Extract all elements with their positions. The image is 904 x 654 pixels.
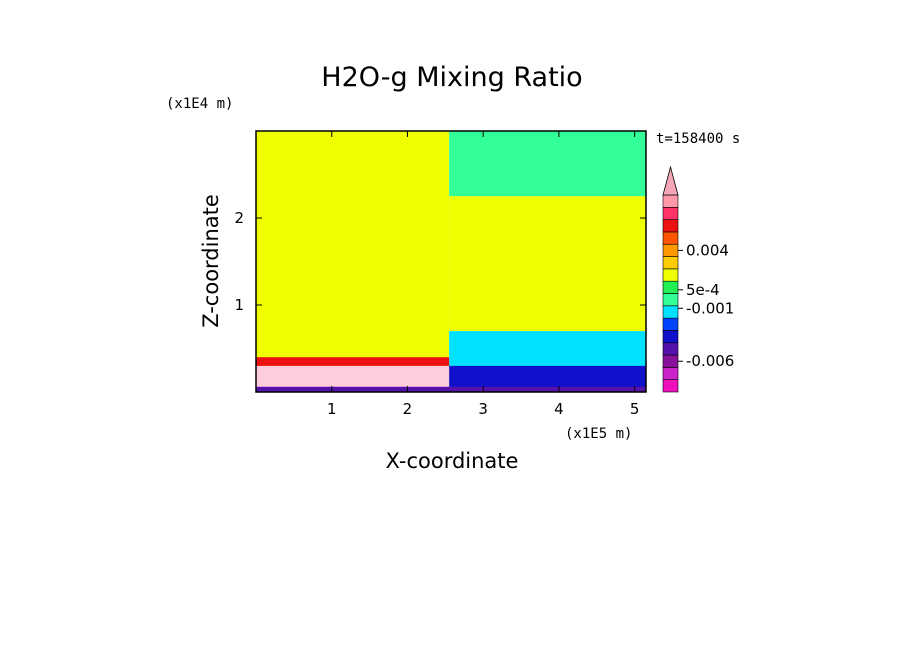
- colorbar-swatch: [662, 256, 679, 270]
- colorbar-label: -0.006: [686, 352, 734, 370]
- x-tick-label: 4: [554, 400, 564, 418]
- field-region-6: [256, 365, 450, 388]
- time-label: t=158400 s: [656, 131, 740, 147]
- colorbar-label: -0.001: [686, 299, 734, 317]
- x-tick-label: 1: [327, 400, 337, 418]
- colorbar-swatch: [662, 207, 679, 220]
- colorbar-swatch: [662, 194, 679, 208]
- y-tick-label: 1: [234, 296, 244, 314]
- chart-title: H2O-g Mixing Ratio: [321, 62, 582, 93]
- y-axis-ticks: 12: [234, 209, 646, 314]
- colorbar-swatch: [662, 219, 679, 233]
- plot-area: [256, 131, 646, 392]
- colorbar-swatch: [662, 305, 679, 319]
- colorbar-swatch: [662, 354, 679, 368]
- colorbar-swatch: [662, 342, 679, 356]
- x-tick-label: 3: [478, 400, 488, 418]
- plot-frame: [255, 130, 647, 393]
- field-region-2: [449, 196, 646, 332]
- colorbar-extend-arrow: [662, 165, 679, 196]
- field-region-1: [449, 131, 646, 197]
- colorbar-label: 0.004: [686, 241, 729, 259]
- colorbar-label: 5e-4: [686, 281, 720, 299]
- x-axis-ticks: 1 2 3 4 5: [327, 131, 639, 418]
- colorbar-swatch: [662, 367, 679, 380]
- field-region-0: [256, 131, 450, 392]
- colorbar-swatch: [662, 330, 679, 344]
- colorbar-swatch: [662, 293, 679, 307]
- x-multiplier-label: (x1E5 m): [565, 426, 632, 442]
- colorbar-swatch: [662, 317, 679, 331]
- colorbar-swatch: [662, 268, 679, 282]
- field-region-7: [256, 386, 646, 392]
- colorbar-swatch: [662, 231, 679, 245]
- colorbar-swatch: [662, 280, 679, 294]
- colorbar-swatch: [662, 379, 679, 393]
- x-tick-label: 2: [403, 400, 413, 418]
- y-tick-label: 2: [234, 209, 244, 227]
- x-axis-label: X-coordinate: [386, 449, 519, 473]
- y-axis-label: Z-coordinate: [199, 194, 223, 328]
- colorbar-swatch: [662, 243, 679, 257]
- y-multiplier-label: (x1E4 m): [166, 96, 233, 112]
- x-tick-label: 5: [630, 400, 640, 418]
